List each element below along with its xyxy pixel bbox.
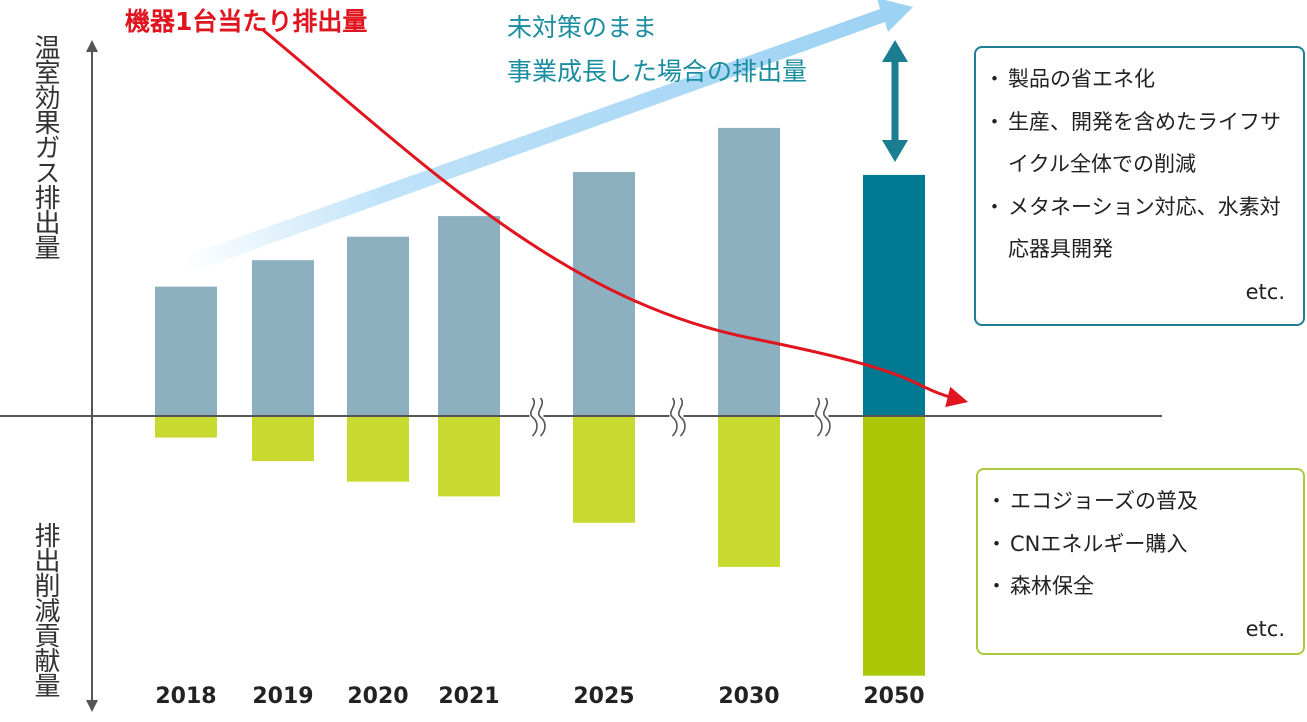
axis-break-1 <box>529 397 546 437</box>
x-tick-label-2020: 2020 <box>347 684 409 709</box>
measure-item: メタネーション対応、水素対応器具開発 <box>984 186 1289 271</box>
x-tick-label-2021: 2021 <box>438 684 500 709</box>
measure-item: 生産、開発を含めたライフサイクル全体での削減 <box>984 101 1289 186</box>
measures-box: 製品の省エネ化 生産、開発を含めたライフサイクル全体での削減 メタネーション対応… <box>974 46 1305 326</box>
measure-item: 製品の省エネ化 <box>984 58 1289 101</box>
x-tick-label-2019: 2019 <box>252 684 314 709</box>
business-growth-label: 未対策のまま 事業成長した場合の排出量 <box>507 6 807 94</box>
emission-bar-2019 <box>252 260 314 416</box>
emission-bar-2025 <box>573 171 635 416</box>
axis-break-2 <box>669 397 686 437</box>
growth-arrow <box>183 0 913 273</box>
axis-break-3 <box>814 397 831 437</box>
measures-etc: etc. <box>1245 279 1285 304</box>
per-unit-emission-label: 機器1台当たり排出量 <box>125 7 368 36</box>
y-axis-label-emissions: 温室効果ガス排出量 <box>30 34 60 259</box>
offset-item: CNエネルギー購入 <box>986 523 1289 566</box>
x-tick-label-2030: 2030 <box>718 684 780 709</box>
reduction-bar-2019 <box>252 417 314 462</box>
reduction-bar-2020 <box>347 417 409 482</box>
x-tick-label-2025: 2025 <box>573 684 635 709</box>
business-growth-label-line1: 未対策のまま <box>507 13 658 42</box>
reduction-bar-2021 <box>438 417 500 497</box>
emission-bar-2050 <box>863 174 925 416</box>
reduction-bar-2050 <box>863 417 925 676</box>
reduction-bar-2018 <box>155 417 217 438</box>
x-tick-label-2018: 2018 <box>155 684 217 709</box>
emission-bar-2021 <box>438 216 500 416</box>
offsets-box: エコジョーズの普及 CNエネルギー購入 森林保全 etc. <box>976 468 1305 655</box>
reduction-bar-2030 <box>718 417 780 567</box>
y-axis-arrow-up <box>86 40 98 52</box>
offsets-etc: etc. <box>1245 616 1285 641</box>
offset-item: 森林保全 <box>986 565 1289 608</box>
x-tick-label-2050: 2050 <box>863 684 925 709</box>
reduction-bar-2025 <box>573 417 635 523</box>
emission-bar-2020 <box>347 236 409 416</box>
gap-double-arrow <box>882 40 908 162</box>
offset-item: エコジョーズの普及 <box>986 480 1289 523</box>
emission-bar-2030 <box>718 127 780 416</box>
per-unit-emission-curve <box>262 28 969 408</box>
y-axis-label-reduction: 排出削減貢献量 <box>30 522 60 697</box>
y-axis-arrow-down <box>86 700 98 712</box>
business-growth-label-line2: 事業成長した場合の排出量 <box>507 57 808 86</box>
emission-bar-2018 <box>155 286 217 416</box>
